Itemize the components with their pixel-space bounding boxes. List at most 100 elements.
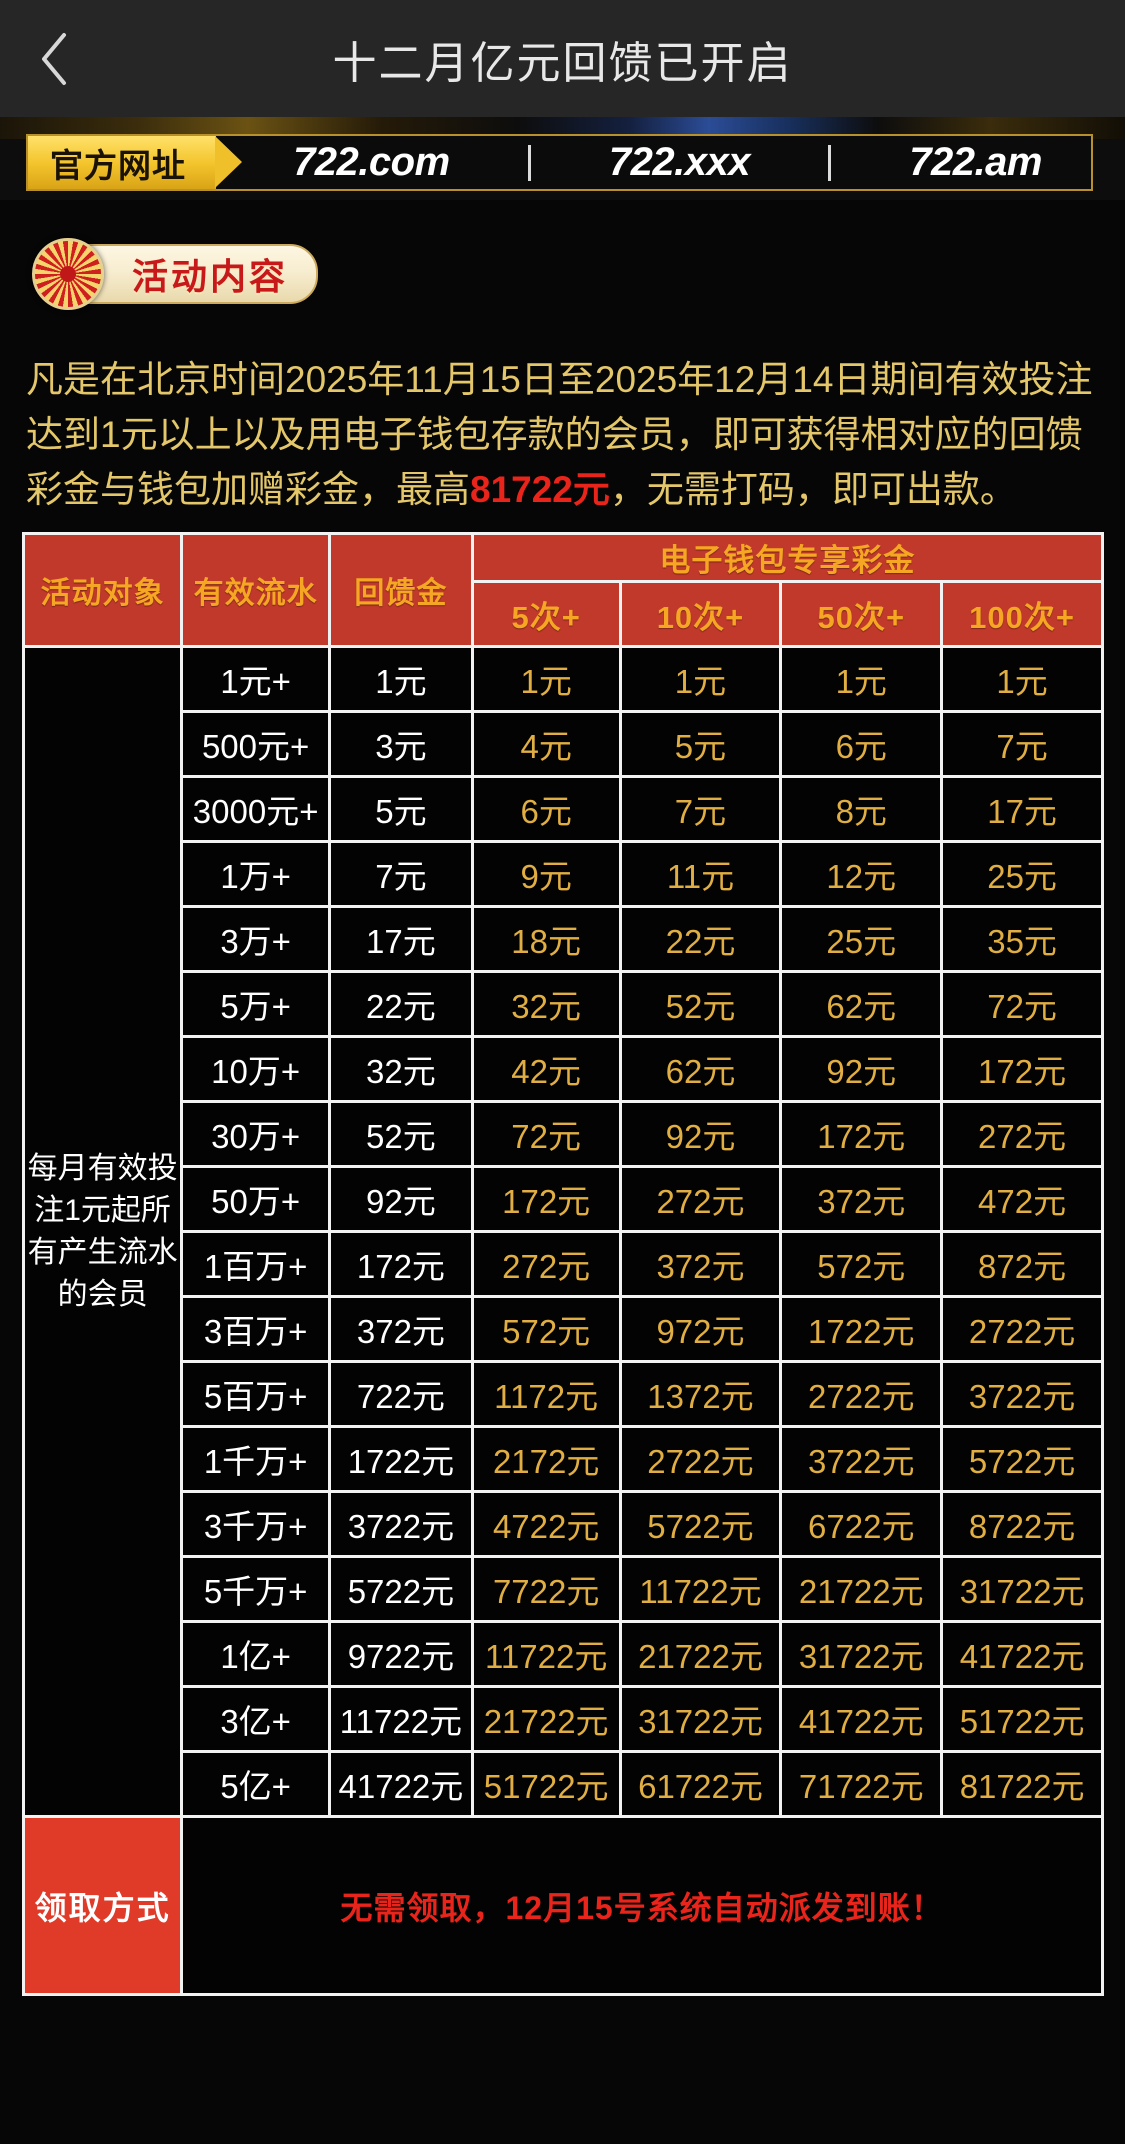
cell-w10: 22元 — [621, 908, 780, 970]
cell-w10: 5722元 — [621, 1493, 780, 1555]
url-bar: 官方网址 722.com 722.xxx 722.am — [26, 134, 1093, 191]
cell-turnover: 500元+ — [183, 713, 329, 775]
cell-turnover: 3亿+ — [183, 1688, 329, 1750]
cell-w5: 572元 — [473, 1298, 619, 1360]
cell-turnover: 5万+ — [183, 973, 329, 1035]
cell-w5: 51722元 — [473, 1753, 619, 1815]
table-row: 50万+ 92元 172元 272元 372元 472元 — [25, 1168, 1101, 1230]
cell-w10: 972元 — [621, 1298, 780, 1360]
description-highlight: 81722元 — [470, 469, 610, 510]
cell-w100: 41722元 — [943, 1623, 1101, 1685]
cell-w10: 52元 — [621, 973, 780, 1035]
cell-w100: 81722元 — [943, 1753, 1101, 1815]
table-row: 30万+ 52元 72元 92元 172元 272元 — [25, 1103, 1101, 1165]
cell-turnover: 5千万+ — [183, 1558, 329, 1620]
cell-rebate: 722元 — [331, 1363, 471, 1425]
cell-rebate: 7元 — [331, 843, 471, 905]
cell-w10: 272元 — [621, 1168, 780, 1230]
table-row: 3万+ 17元 18元 22元 25元 35元 — [25, 908, 1101, 970]
cell-w10: 11722元 — [621, 1558, 780, 1620]
cell-w5: 9元 — [473, 843, 619, 905]
back-button[interactable] — [0, 0, 110, 117]
cell-w5: 1元 — [473, 648, 619, 710]
cell-w5: 1172元 — [473, 1363, 619, 1425]
cell-turnover: 50万+ — [183, 1168, 329, 1230]
cell-w5: 21722元 — [473, 1688, 619, 1750]
cell-w100: 8722元 — [943, 1493, 1101, 1555]
cell-rebate: 22元 — [331, 973, 471, 1035]
header-valid-turnover: 有效流水 — [183, 535, 329, 645]
section-badge: 活动内容 — [26, 238, 326, 310]
table-row: 3亿+ 11722元 21722元 31722元 41722元 51722元 — [25, 1688, 1101, 1750]
cell-w100: 172元 — [943, 1038, 1101, 1100]
cell-rebate: 17元 — [331, 908, 471, 970]
claim-method-row: 领取方式 无需领取，12月15号系统自动派发到账！ — [25, 1818, 1101, 1993]
table-row: 每月有效投注1元起所有产生流水的会员 1元+ 1元 1元 1元 1元 1元 — [25, 648, 1101, 1815]
cell-turnover: 3000元+ — [183, 778, 329, 840]
header-wallet-10: 10次+ — [621, 583, 780, 645]
section-badge-label: 活动内容 — [131, 256, 288, 297]
cell-turnover: 10万+ — [183, 1038, 329, 1100]
section-badge-plate: 活动内容 — [68, 244, 318, 304]
cell-rebate: 172元 — [331, 1233, 471, 1295]
cell-w50: 2722元 — [782, 1363, 941, 1425]
cell-rebate: 32元 — [331, 1038, 471, 1100]
cell-turnover: 5亿+ — [183, 1753, 329, 1815]
cell-w5: 172元 — [473, 1168, 619, 1230]
cell-rebate: 372元 — [331, 1298, 471, 1360]
cell-w5: 6元 — [473, 778, 619, 840]
url-item-3[interactable]: 722.am — [909, 140, 1042, 184]
url-item-1[interactable]: 722.com — [293, 140, 450, 184]
url-item-2[interactable]: 722.xxx — [608, 140, 751, 184]
table-row: 3百万+ 372元 572元 972元 1722元 2722元 — [25, 1298, 1101, 1360]
chevron-left-icon — [38, 30, 72, 88]
cell-turnover: 30万+ — [183, 1103, 329, 1165]
cell-w100: 72元 — [943, 973, 1101, 1035]
url-list: 722.com 722.xxx 722.am — [216, 140, 1091, 185]
table-row: 5百万+ 722元 1172元 1372元 2722元 3722元 — [25, 1363, 1101, 1425]
cell-turnover: 3百万+ — [183, 1298, 329, 1360]
cell-turnover: 1元+ — [183, 648, 329, 710]
cell-w10: 61722元 — [621, 1753, 780, 1815]
cell-turnover: 3万+ — [183, 908, 329, 970]
cell-rebate: 52元 — [331, 1103, 471, 1165]
cell-w5: 18元 — [473, 908, 619, 970]
cell-rebate: 11722元 — [331, 1688, 471, 1750]
cell-w10: 372元 — [621, 1233, 780, 1295]
cell-turnover: 1千万+ — [183, 1428, 329, 1490]
cell-w10: 2722元 — [621, 1428, 780, 1490]
header-wallet-5: 5次+ — [473, 583, 619, 645]
table-row: 1百万+ 172元 272元 372元 572元 872元 — [25, 1233, 1101, 1295]
cell-rebate: 3元 — [331, 713, 471, 775]
claim-method-label: 领取方式 — [25, 1818, 181, 1993]
claim-method-text: 无需领取，12月15号系统自动派发到账！ — [183, 1818, 1101, 1993]
cell-w100: 472元 — [943, 1168, 1101, 1230]
cell-w100: 872元 — [943, 1233, 1101, 1295]
bonus-table-wrapper: 活动对象 有效流水 回馈金 电子钱包专享彩金 5次+ 10次+ 50次+ 100… — [22, 532, 1104, 1996]
bonus-table-foot: 领取方式 无需领取，12月15号系统自动派发到账！ — [25, 1818, 1101, 1993]
header-wallet-50: 50次+ — [782, 583, 941, 645]
sun-burst-icon — [32, 238, 104, 310]
cell-w5: 72元 — [473, 1103, 619, 1165]
cell-w100: 25元 — [943, 843, 1101, 905]
cell-w100: 7元 — [943, 713, 1101, 775]
official-url-banner: 官方网址 722.com 722.xxx 722.am — [0, 117, 1125, 200]
cell-w10: 62元 — [621, 1038, 780, 1100]
cell-rebate: 5722元 — [331, 1558, 471, 1620]
cell-turnover: 1万+ — [183, 843, 329, 905]
cell-w5: 11722元 — [473, 1623, 619, 1685]
cell-w50: 572元 — [782, 1233, 941, 1295]
cell-w100: 3722元 — [943, 1363, 1101, 1425]
cell-w50: 8元 — [782, 778, 941, 840]
cell-w5: 4722元 — [473, 1493, 619, 1555]
cell-w100: 35元 — [943, 908, 1101, 970]
cell-w10: 92元 — [621, 1103, 780, 1165]
cell-w50: 1元 — [782, 648, 941, 710]
cell-w100: 272元 — [943, 1103, 1101, 1165]
cell-w5: 4元 — [473, 713, 619, 775]
table-row: 5万+ 22元 32元 52元 62元 72元 — [25, 973, 1101, 1035]
table-row: 1亿+ 9722元 11722元 21722元 31722元 41722元 — [25, 1623, 1101, 1685]
cell-w100: 2722元 — [943, 1298, 1101, 1360]
cell-w10: 21722元 — [621, 1623, 780, 1685]
